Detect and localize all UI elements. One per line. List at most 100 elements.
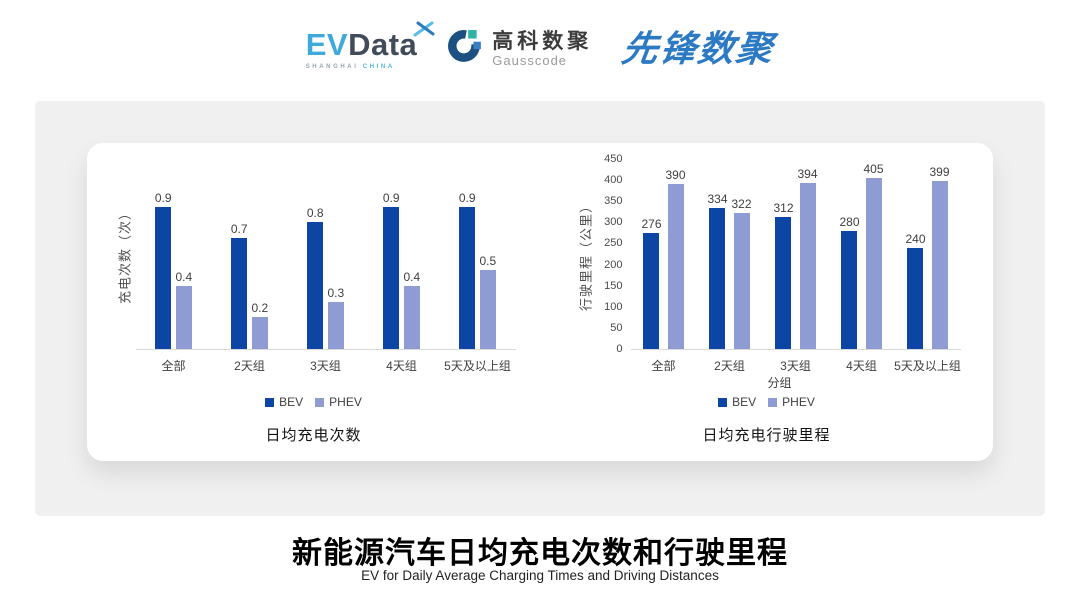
gausscode-cn-text: 高科数聚 <box>492 29 593 53</box>
value-label: 394 <box>797 166 818 181</box>
legend: BEV PHEV <box>265 395 362 409</box>
bar-column: 0.8 <box>307 160 324 349</box>
category-label: 3天组 <box>780 359 811 373</box>
value-label: 240 <box>905 231 926 246</box>
bar-column: 0.7 <box>231 160 248 349</box>
gausscode-en-text: Gausscode <box>492 52 568 68</box>
bar-column: 0.9 <box>383 160 400 349</box>
legend-swatch <box>718 397 728 407</box>
evdata-subtext-shanghai: SHANGHAI <box>305 63 359 70</box>
bar <box>733 213 750 349</box>
bar <box>479 269 496 349</box>
plot-area: 0.9 0.4 全部 0.7 0.2 2天组 0.8 0.3 3天组 0.9 0.4 4天组 0.9 0.… <box>135 160 516 374</box>
bar-column: 390 <box>666 160 686 349</box>
category-group: 240 399 5天及以上组 <box>894 160 961 374</box>
chart-title: 日均充电次数 <box>265 427 362 444</box>
evdata-logo-text: EVData <box>306 29 418 60</box>
bar-column: 0.3 <box>327 160 345 349</box>
bar-column: 322 <box>732 160 752 349</box>
y-tick-label: 250 <box>604 237 623 250</box>
bar <box>307 222 324 349</box>
bar <box>841 230 858 349</box>
bar <box>775 217 792 349</box>
category-label: 4天组 <box>386 359 417 373</box>
category-label: 4天组 <box>846 359 877 373</box>
y-tick-label: 150 <box>604 279 623 292</box>
category-group: 312 394 3天组 <box>773 160 818 373</box>
gausscode-g-icon <box>447 29 483 70</box>
bar <box>709 208 726 349</box>
legend-label: BEV <box>732 395 757 409</box>
legend-item: BEV <box>718 395 756 409</box>
evdata-subtext: SHANGHAI CHINA <box>306 64 418 70</box>
chart-title: 日均充电行驶里程 <box>702 427 831 444</box>
value-label: 0.4 <box>403 269 421 284</box>
legend-label: PHEV <box>329 395 362 409</box>
category-group: 334 322 2天组 <box>707 160 752 373</box>
legend-item: BEV <box>265 395 303 409</box>
bar <box>667 184 684 349</box>
value-label: 0.8 <box>306 206 324 221</box>
x-axis-title: 分组 <box>767 376 792 390</box>
value-label: 334 <box>707 192 728 206</box>
category-group: 0.9 0.4 全部 <box>155 160 193 374</box>
value-label: 0.4 <box>175 269 193 284</box>
value-label: 405 <box>863 162 884 176</box>
bar-column: 0.4 <box>403 160 421 349</box>
chart-card: 充电次数（次） 0.9 0.4 全部 0.7 0.2 2天组 0.8 0.3 3天组 0.9 0.4… <box>87 143 993 461</box>
y-axis-title: 充电次数（次） <box>117 205 132 305</box>
legend-swatch <box>768 397 778 407</box>
chart-body: 充电次数（次） 0.9 0.4 全部 0.7 0.2 2天组 0.8 0.3 3天组 0.9 0.4… <box>112 160 516 374</box>
category-label: 全部 <box>161 359 186 373</box>
poster-subtitle: EV for Daily Average Charging Times and … <box>361 568 719 583</box>
bar <box>799 182 816 349</box>
value-label: 280 <box>839 214 860 229</box>
value-label: 0.9 <box>458 190 476 205</box>
gausscode-logo: 高科数聚 Gausscode <box>447 29 592 70</box>
value-label: 0.2 <box>251 301 269 316</box>
poster-title: 新能源汽车日均充电次数和行驶里程 <box>292 537 788 570</box>
category-label: 2天组 <box>714 359 745 373</box>
bar <box>231 238 248 349</box>
chart-body: 行驶里程（公里） 0 50 100 150 200 250 300 350 400 450 276… <box>573 154 961 374</box>
value-label: 0.3 <box>327 285 345 300</box>
bar <box>459 206 476 349</box>
category-group: 280 405 4天组 <box>839 160 884 373</box>
bar-column: 0.4 <box>175 160 193 349</box>
y-tick-label: 100 <box>604 300 623 313</box>
chart-driving-distance: 行驶里程（公里） 0 50 100 150 200 250 300 350 400 450 276… <box>540 154 993 461</box>
logo-bar: EVData SHANGHAI CHINA 高科数聚 Gausscode 先锋数… <box>0 16 1080 82</box>
y-axis-title-box: 充电次数（次） <box>112 160 136 350</box>
value-label: 322 <box>731 197 752 211</box>
bar <box>175 285 192 349</box>
legend-label: PHEV <box>782 395 815 409</box>
bar-column: 399 <box>930 160 950 349</box>
category-label: 5天及以上组 <box>444 359 511 373</box>
y-axis-ticks: 0 50 100 150 200 250 300 350 400 450 <box>597 154 631 355</box>
y-tick-label: 0 <box>616 343 623 355</box>
legend-item: PHEV <box>315 395 362 409</box>
bar-column: 394 <box>798 160 818 349</box>
plot-area: 276 390 全部 334 322 2天组 312 394 3天组 280 405 4天组 240 39… <box>630 160 961 374</box>
bar-column: 0.9 <box>459 160 476 349</box>
category-group: 276 390 全部 <box>641 160 686 373</box>
y-tick-label: 200 <box>604 258 623 271</box>
legend-item: PHEV <box>768 395 815 409</box>
category-group: 0.9 0.5 5天及以上组 <box>444 160 511 374</box>
legend-swatch <box>265 397 275 407</box>
category-label: 3天组 <box>310 359 341 373</box>
legend-swatch <box>315 397 325 407</box>
value-label: 399 <box>929 164 950 179</box>
y-axis-title: 行驶里程（公里） <box>578 198 593 312</box>
gausscode-logo-text: 高科数聚 Gausscode <box>492 29 593 68</box>
value-label: 0.9 <box>382 190 400 205</box>
value-label: 0.7 <box>230 222 248 237</box>
category-label: 5天及以上组 <box>894 359 961 373</box>
evdata-x-mark-icon <box>413 21 435 43</box>
y-tick-label: 50 <box>610 321 623 334</box>
bar <box>251 317 268 349</box>
evdata-subtext-china: CHINA <box>362 63 395 70</box>
category-group: 0.8 0.3 3天组 <box>307 160 345 373</box>
bar <box>383 206 400 349</box>
bar <box>931 180 948 349</box>
